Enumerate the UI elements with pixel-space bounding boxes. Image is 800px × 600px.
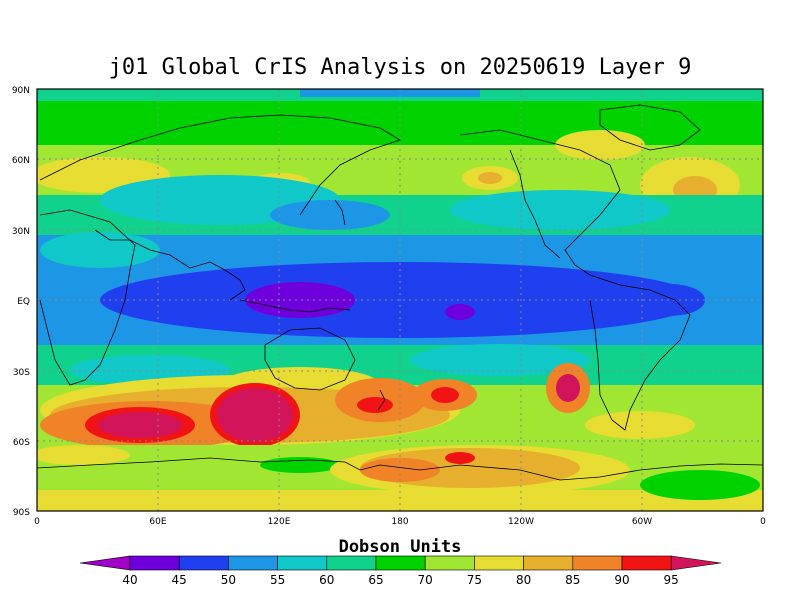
lat-label: 30S	[13, 368, 30, 378]
colorbar-title: Dobson Units	[338, 537, 462, 557]
coastlines	[36, 104, 764, 481]
colorbar-segment	[621, 555, 672, 571]
colorbar-tick-label: 90	[614, 573, 629, 587]
lon-label: 60W	[632, 517, 652, 527]
colorbar-tick-label: 40	[122, 573, 137, 587]
colorbar-segment	[326, 555, 377, 571]
colorbar-tick-label: 95	[664, 573, 679, 587]
colorbar-tick-label: 55	[270, 573, 285, 587]
colorbar-tick-label: 50	[221, 573, 236, 587]
colorbar-segment	[277, 555, 328, 571]
colorbar-tick-label: 65	[368, 573, 383, 587]
lat-label: 60S	[13, 438, 30, 448]
colorbar-segment	[424, 555, 475, 571]
colorbar-tick-label: 45	[172, 573, 187, 587]
colorbar-tick-label: 60	[319, 573, 334, 587]
latitude-axis: 90N 60N 30N EQ 30S 60S 90S	[12, 86, 30, 518]
lat-label: 90N	[12, 86, 30, 96]
lon-label: 60E	[149, 517, 166, 527]
colorbar-tick-label: 85	[565, 573, 580, 587]
colorbar-tick-label: 70	[418, 573, 433, 587]
longitude-axis: 0 60E 120E 180 120W 60W 0	[34, 517, 766, 527]
map-frame	[36, 88, 764, 512]
colorbar-segment	[228, 555, 278, 571]
lon-label: 120W	[508, 517, 534, 527]
lon-label: 120E	[268, 517, 291, 527]
lon-label: 0	[760, 517, 766, 527]
lat-label: 90S	[13, 508, 30, 518]
colorbar-segment	[523, 555, 574, 571]
map-gridlines	[37, 89, 763, 511]
colorbar-tick-label: 80	[516, 573, 531, 587]
lat-label: 30N	[12, 227, 30, 237]
colorbar-tick-label: 75	[467, 573, 482, 587]
colorbar-segment	[474, 555, 524, 571]
colorbar-segment	[178, 555, 229, 571]
colorbar-segment	[572, 555, 623, 571]
lon-label: 0	[34, 517, 40, 527]
map-title: j01 Global CrIS Analysis on 20250619 Lay…	[108, 55, 692, 80]
colorbar-segment	[129, 555, 180, 571]
lat-label: 60N	[12, 156, 30, 166]
colorbar-arrow-left	[79, 555, 131, 571]
colorbar-arrow-right	[670, 555, 722, 571]
colorbar: 40 45 50 55 60 65 70 75 80 85 90 95	[79, 555, 722, 587]
lon-label: 180	[391, 517, 408, 527]
lat-label: EQ	[17, 297, 30, 307]
colorbar-segment	[375, 555, 426, 571]
